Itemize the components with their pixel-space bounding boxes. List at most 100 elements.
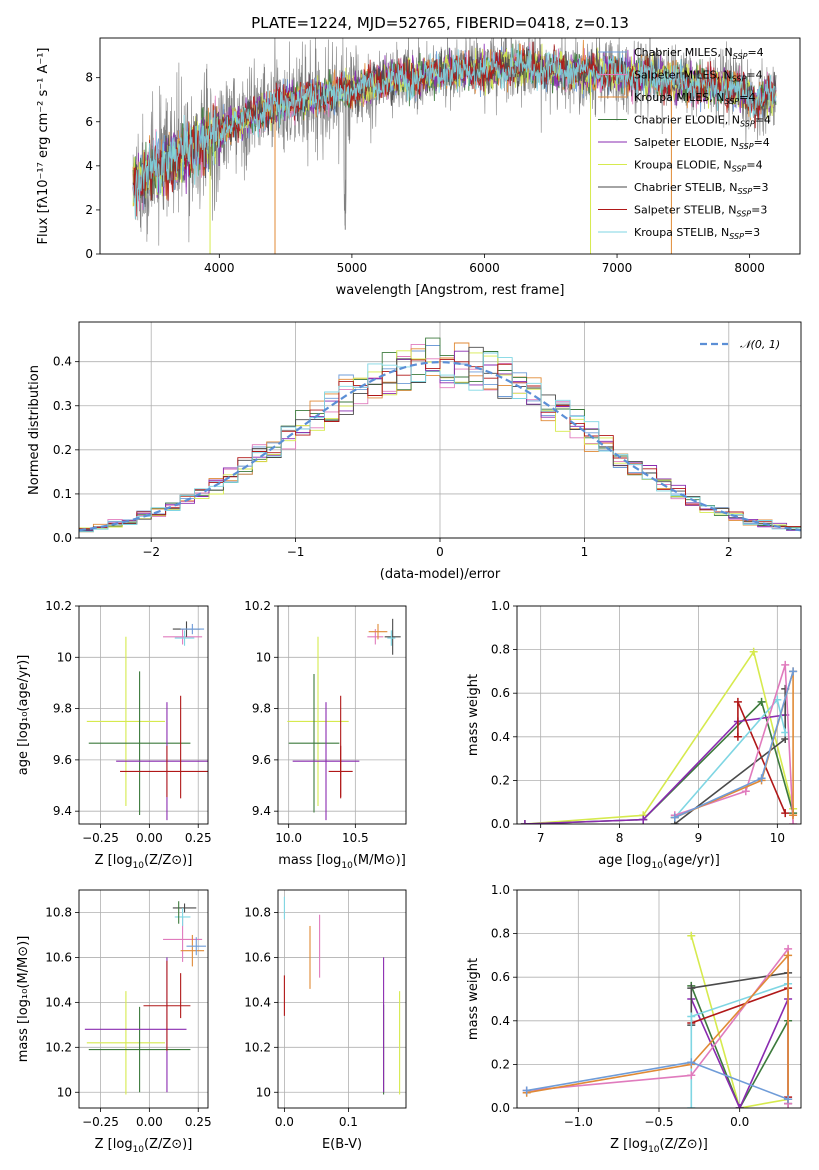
x-tick-label: 0.0	[730, 1115, 749, 1129]
y-tick-label: 0.0	[491, 1101, 510, 1115]
weight-line	[526, 1061, 789, 1101]
y-tick-label: 1.0	[491, 883, 510, 897]
x-tick-label: −0.25	[82, 1115, 119, 1129]
y-tick-label: 10.8	[244, 905, 271, 919]
weight-line	[690, 998, 789, 1108]
x-tick-label: 10.0	[275, 831, 302, 845]
legend-label: Salpeter MILES, NSSP=4	[634, 69, 763, 84]
figure-title: PLATE=1224, MJD=52765, FIBERID=0418, z=0…	[251, 14, 629, 32]
weight-line	[526, 946, 789, 1104]
axes-frame	[277, 889, 407, 1109]
y-tick-label: 9.8	[53, 702, 72, 716]
y-tick-label: 10.8	[45, 905, 72, 919]
normal-curve	[79, 360, 801, 532]
y-tick-label: 10.2	[244, 599, 271, 613]
x-tick-label: 9	[695, 831, 703, 845]
y-tick-label: 1.0	[491, 599, 510, 613]
z-vs-weight-plot-area	[517, 889, 801, 1109]
y-tick-label: 10	[57, 650, 72, 664]
weight-marker	[687, 1058, 696, 1067]
spectrum-plot-area	[132, 38, 777, 254]
y-tick-label: 10	[256, 650, 271, 664]
weight-marker	[522, 1086, 531, 1095]
weight-marker	[781, 809, 790, 818]
y-tick-label: 10.6	[244, 950, 271, 964]
y-tick-label: 0.4	[491, 1014, 510, 1028]
x-axis-label: Z [log10(Z/Z⊙)]	[95, 1137, 193, 1155]
z-vs-mass-panel: −0.25 0.00 0.25 10 10.2 10.4 10.6 10.8 Z [log10(…	[16, 889, 212, 1155]
y-tick-label: 10.2	[45, 599, 72, 613]
x-axis-label: Z [log10(Z/Z⊙)]	[95, 853, 193, 871]
error-bars	[86, 621, 208, 821]
x-tick-label: −0.25	[82, 831, 119, 845]
spectrum-model-line	[132, 43, 777, 219]
z-vs-mass-plot-area	[79, 890, 208, 1108]
histogram-series	[79, 350, 801, 531]
legend-label: Salpeter STELIB, NSSP=3	[634, 204, 767, 219]
legend-label: 𝒩(0, 1)	[740, 338, 780, 351]
weight-marker	[687, 1012, 696, 1021]
weight-marker	[733, 732, 742, 741]
weight-lines	[522, 931, 793, 1108]
x-tick-label: −1	[287, 545, 305, 559]
x-tick-label: 1	[581, 545, 589, 559]
weight-marker	[670, 813, 679, 822]
weight-line	[690, 985, 789, 1108]
y-tick-label: 6	[85, 115, 93, 129]
x-tick-label: −0.5	[644, 1115, 673, 1129]
x-axis-label: Z [log10(Z/Z⊙)]	[610, 1137, 708, 1155]
axes-frame	[78, 889, 209, 1109]
y-axis-label: age [log₁₀(age/yr)]	[16, 655, 31, 776]
y-tick-label: 0.6	[491, 970, 510, 984]
z-vs-weight-panel: −1.0 −0.5 0.0 0.0 0.2 0.4 0.6 0.8 1.0 Z [log10(Z/…	[466, 883, 802, 1155]
x-axis-label: (data-model)/error	[380, 567, 501, 582]
y-tick-label: 2	[85, 203, 93, 217]
y-tick-label: 9.6	[53, 753, 72, 767]
residuals-plot-area	[79, 322, 801, 539]
y-axis-label: mass weight	[466, 674, 481, 756]
x-tick-label: 5000	[337, 261, 368, 275]
y-tick-label: 0.1	[53, 487, 72, 501]
y-tick-label: 9.6	[252, 753, 271, 767]
y-tick-label: 0.2	[53, 443, 72, 457]
x-axis-label: mass [log10(M/M⊙)]	[278, 853, 406, 871]
weight-line	[526, 953, 789, 1100]
y-axis-label: mass weight	[466, 958, 481, 1040]
weight-marker	[735, 1104, 744, 1108]
x-axis-label: E(B-V)	[322, 1137, 362, 1152]
x-tick-label: −1.0	[564, 1115, 593, 1129]
legend-label: Kroupa STELIB, NSSP=3	[634, 226, 760, 241]
y-tick-label: 4	[85, 159, 93, 173]
y-tick-label: 10	[256, 1085, 271, 1099]
y-tick-label: 10.2	[45, 1040, 72, 1054]
y-tick-label: 0.2	[491, 1057, 510, 1071]
weight-lines	[520, 647, 798, 824]
weight-marker	[789, 667, 798, 676]
legend-label: Kroupa MILES, NSSP=4	[634, 91, 755, 106]
x-tick-label: 6000	[469, 261, 500, 275]
weight-marker	[789, 820, 798, 824]
y-axis-label: Normed distribution	[27, 365, 42, 495]
y-tick-label: 0	[85, 247, 93, 261]
weight-marker	[757, 697, 766, 706]
x-tick-label: 10	[770, 831, 785, 845]
x-tick-label: 10.5	[342, 831, 369, 845]
x-tick-label: 0.1	[339, 1115, 358, 1129]
y-tick-label: 0.4	[491, 730, 510, 744]
y-tick-label: 10.4	[244, 995, 271, 1009]
error-bars	[287, 618, 401, 821]
x-tick-label: 0.00	[136, 1115, 163, 1129]
weight-line	[524, 649, 794, 824]
x-axis-label: age [log10(age/yr)]	[598, 853, 720, 871]
y-tick-label: 10.2	[244, 1040, 271, 1054]
weight-marker	[749, 647, 758, 656]
x-tick-label: 0.0	[275, 1115, 294, 1129]
weight-marker	[639, 815, 648, 824]
weight-line	[674, 664, 794, 824]
y-tick-label: 0.8	[491, 927, 510, 941]
weight-marker	[687, 984, 696, 993]
y-tick-label: 0.3	[53, 399, 72, 413]
x-tick-label: 2	[725, 545, 733, 559]
weight-marker	[733, 697, 742, 706]
